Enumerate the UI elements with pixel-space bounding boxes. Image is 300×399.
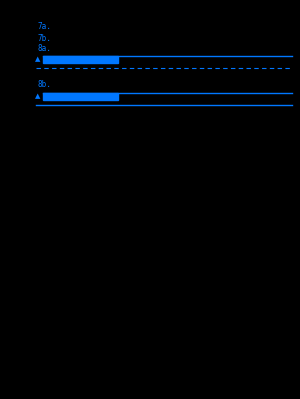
Bar (43, 93, 118, 100)
Text: 7a.: 7a. (38, 22, 52, 31)
Text: 8a.: 8a. (38, 44, 52, 53)
Text: ▲: ▲ (35, 93, 40, 99)
Text: 8b.: 8b. (38, 80, 52, 89)
Bar (43, 56, 118, 63)
Text: 7b.: 7b. (38, 34, 52, 43)
Text: ▲: ▲ (35, 56, 40, 62)
